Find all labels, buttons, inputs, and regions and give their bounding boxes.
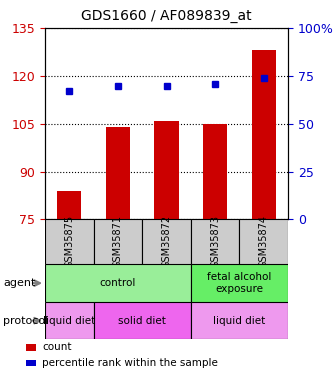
Bar (26, 344, 36, 351)
Text: GSM35871: GSM35871 (113, 215, 123, 268)
Bar (26, 360, 36, 366)
Text: GSM35874: GSM35874 (259, 215, 269, 268)
Text: fetal alcohol
exposure: fetal alcohol exposure (207, 272, 272, 294)
Text: protocol: protocol (3, 316, 49, 326)
Bar (203, 124, 227, 219)
Text: GDS1660 / AF089839_at: GDS1660 / AF089839_at (81, 9, 252, 23)
Bar (45, 264, 191, 302)
Text: control: control (100, 278, 136, 288)
Text: GSM35873: GSM35873 (210, 215, 220, 268)
Bar (94, 302, 191, 339)
Bar (45, 302, 94, 339)
Bar (252, 51, 276, 219)
Text: liquid diet: liquid diet (43, 316, 95, 326)
Bar (94, 219, 142, 264)
Bar (106, 127, 130, 219)
Text: agent: agent (3, 278, 36, 288)
Text: percentile rank within the sample: percentile rank within the sample (42, 357, 218, 368)
Bar (57, 190, 82, 219)
Text: solid diet: solid diet (118, 316, 166, 326)
Text: GSM35872: GSM35872 (162, 215, 171, 268)
Text: GSM35875: GSM35875 (64, 215, 74, 268)
Bar (191, 264, 288, 302)
Bar (191, 219, 239, 264)
Bar (45, 219, 94, 264)
Bar (191, 302, 288, 339)
Bar (239, 219, 288, 264)
Text: liquid diet: liquid diet (213, 316, 265, 326)
Bar (142, 219, 191, 264)
Text: count: count (42, 342, 72, 352)
Bar (155, 121, 179, 219)
